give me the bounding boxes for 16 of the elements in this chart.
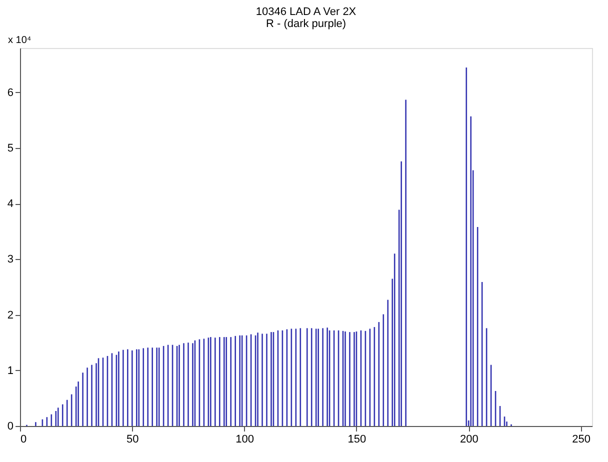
chart-title: 10346 LAD A Ver 2X: [256, 6, 357, 18]
x-tick-label: 50: [126, 434, 139, 446]
x-tick-label: 150: [348, 434, 366, 446]
x-tick-label: 250: [572, 434, 590, 446]
y-tick-label: 0: [7, 420, 14, 432]
x-tick-label: 200: [460, 434, 478, 446]
y-tick-label: 1: [7, 364, 14, 377]
y-tick-label: 2: [7, 309, 14, 322]
x-tick-label: 0: [20, 434, 27, 446]
x-tick-label: 100: [236, 434, 254, 446]
y-tick-label: 5: [7, 142, 14, 155]
y-tick-label: 4: [7, 198, 14, 210]
text: x 10⁴: [8, 35, 32, 46]
y-tick-label: 6: [7, 86, 14, 99]
chart-subtitle: R - (dark purple): [266, 18, 346, 30]
y-tick-label: 3: [7, 254, 14, 266]
